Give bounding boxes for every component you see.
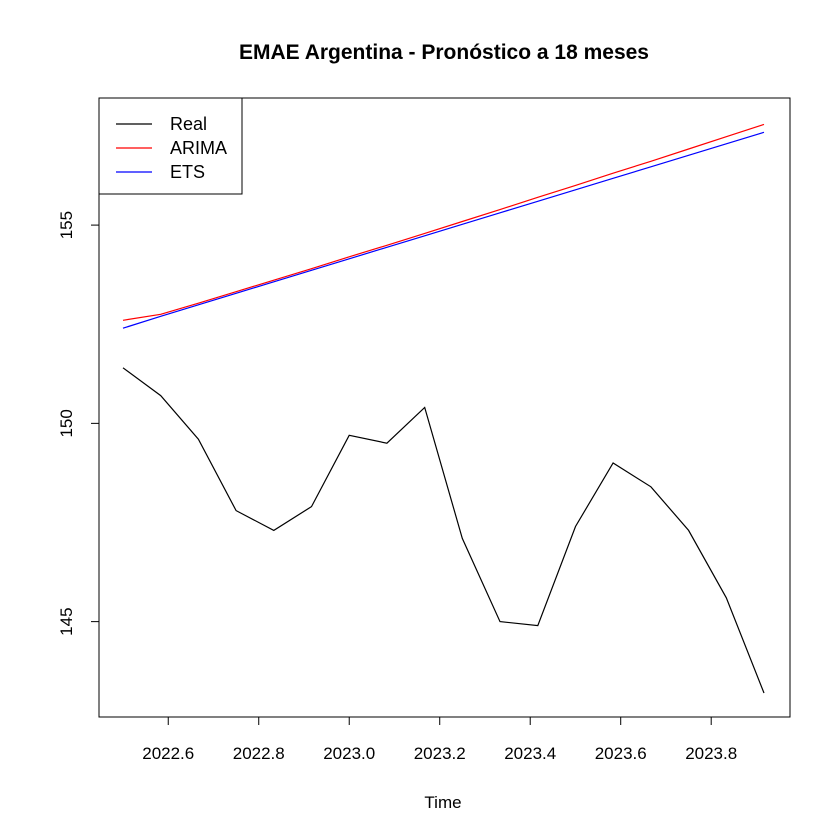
y-tick-label: 155: [57, 211, 76, 239]
series-line-ets: [122, 131, 765, 329]
series-line-real: [122, 367, 765, 694]
legend-label-arima: ARIMA: [170, 138, 227, 158]
y-axis: 145 150 155: [57, 211, 100, 636]
x-tick-label: 2023.6: [595, 744, 647, 763]
series-line-arima: [122, 123, 765, 321]
legend: Real ARIMA ETS: [98, 97, 243, 195]
x-tick-label: 2023.4: [504, 744, 556, 763]
x-tick-label: 2022.6: [142, 744, 194, 763]
x-axis: 2022.6 2022.8 2023.0 2023.2 2023.4 2023.6 2023…: [142, 716, 737, 763]
x-tick-label: 2023.0: [323, 744, 375, 763]
legend-label-real: Real: [170, 114, 207, 134]
x-tick-label: 2022.8: [233, 744, 285, 763]
x-axis-label: Time: [424, 793, 461, 812]
y-tick-label: 150: [57, 409, 76, 437]
legend-box: [98, 97, 243, 195]
x-tick-label: 2023.8: [685, 744, 737, 763]
series-lines: [122, 123, 765, 694]
x-tick-label: 2023.2: [414, 744, 466, 763]
y-tick-label: 145: [57, 607, 76, 635]
chart-title: EMAE Argentina - Pronóstico a 18 meses: [239, 41, 649, 64]
legend-label-ets: ETS: [170, 162, 205, 182]
